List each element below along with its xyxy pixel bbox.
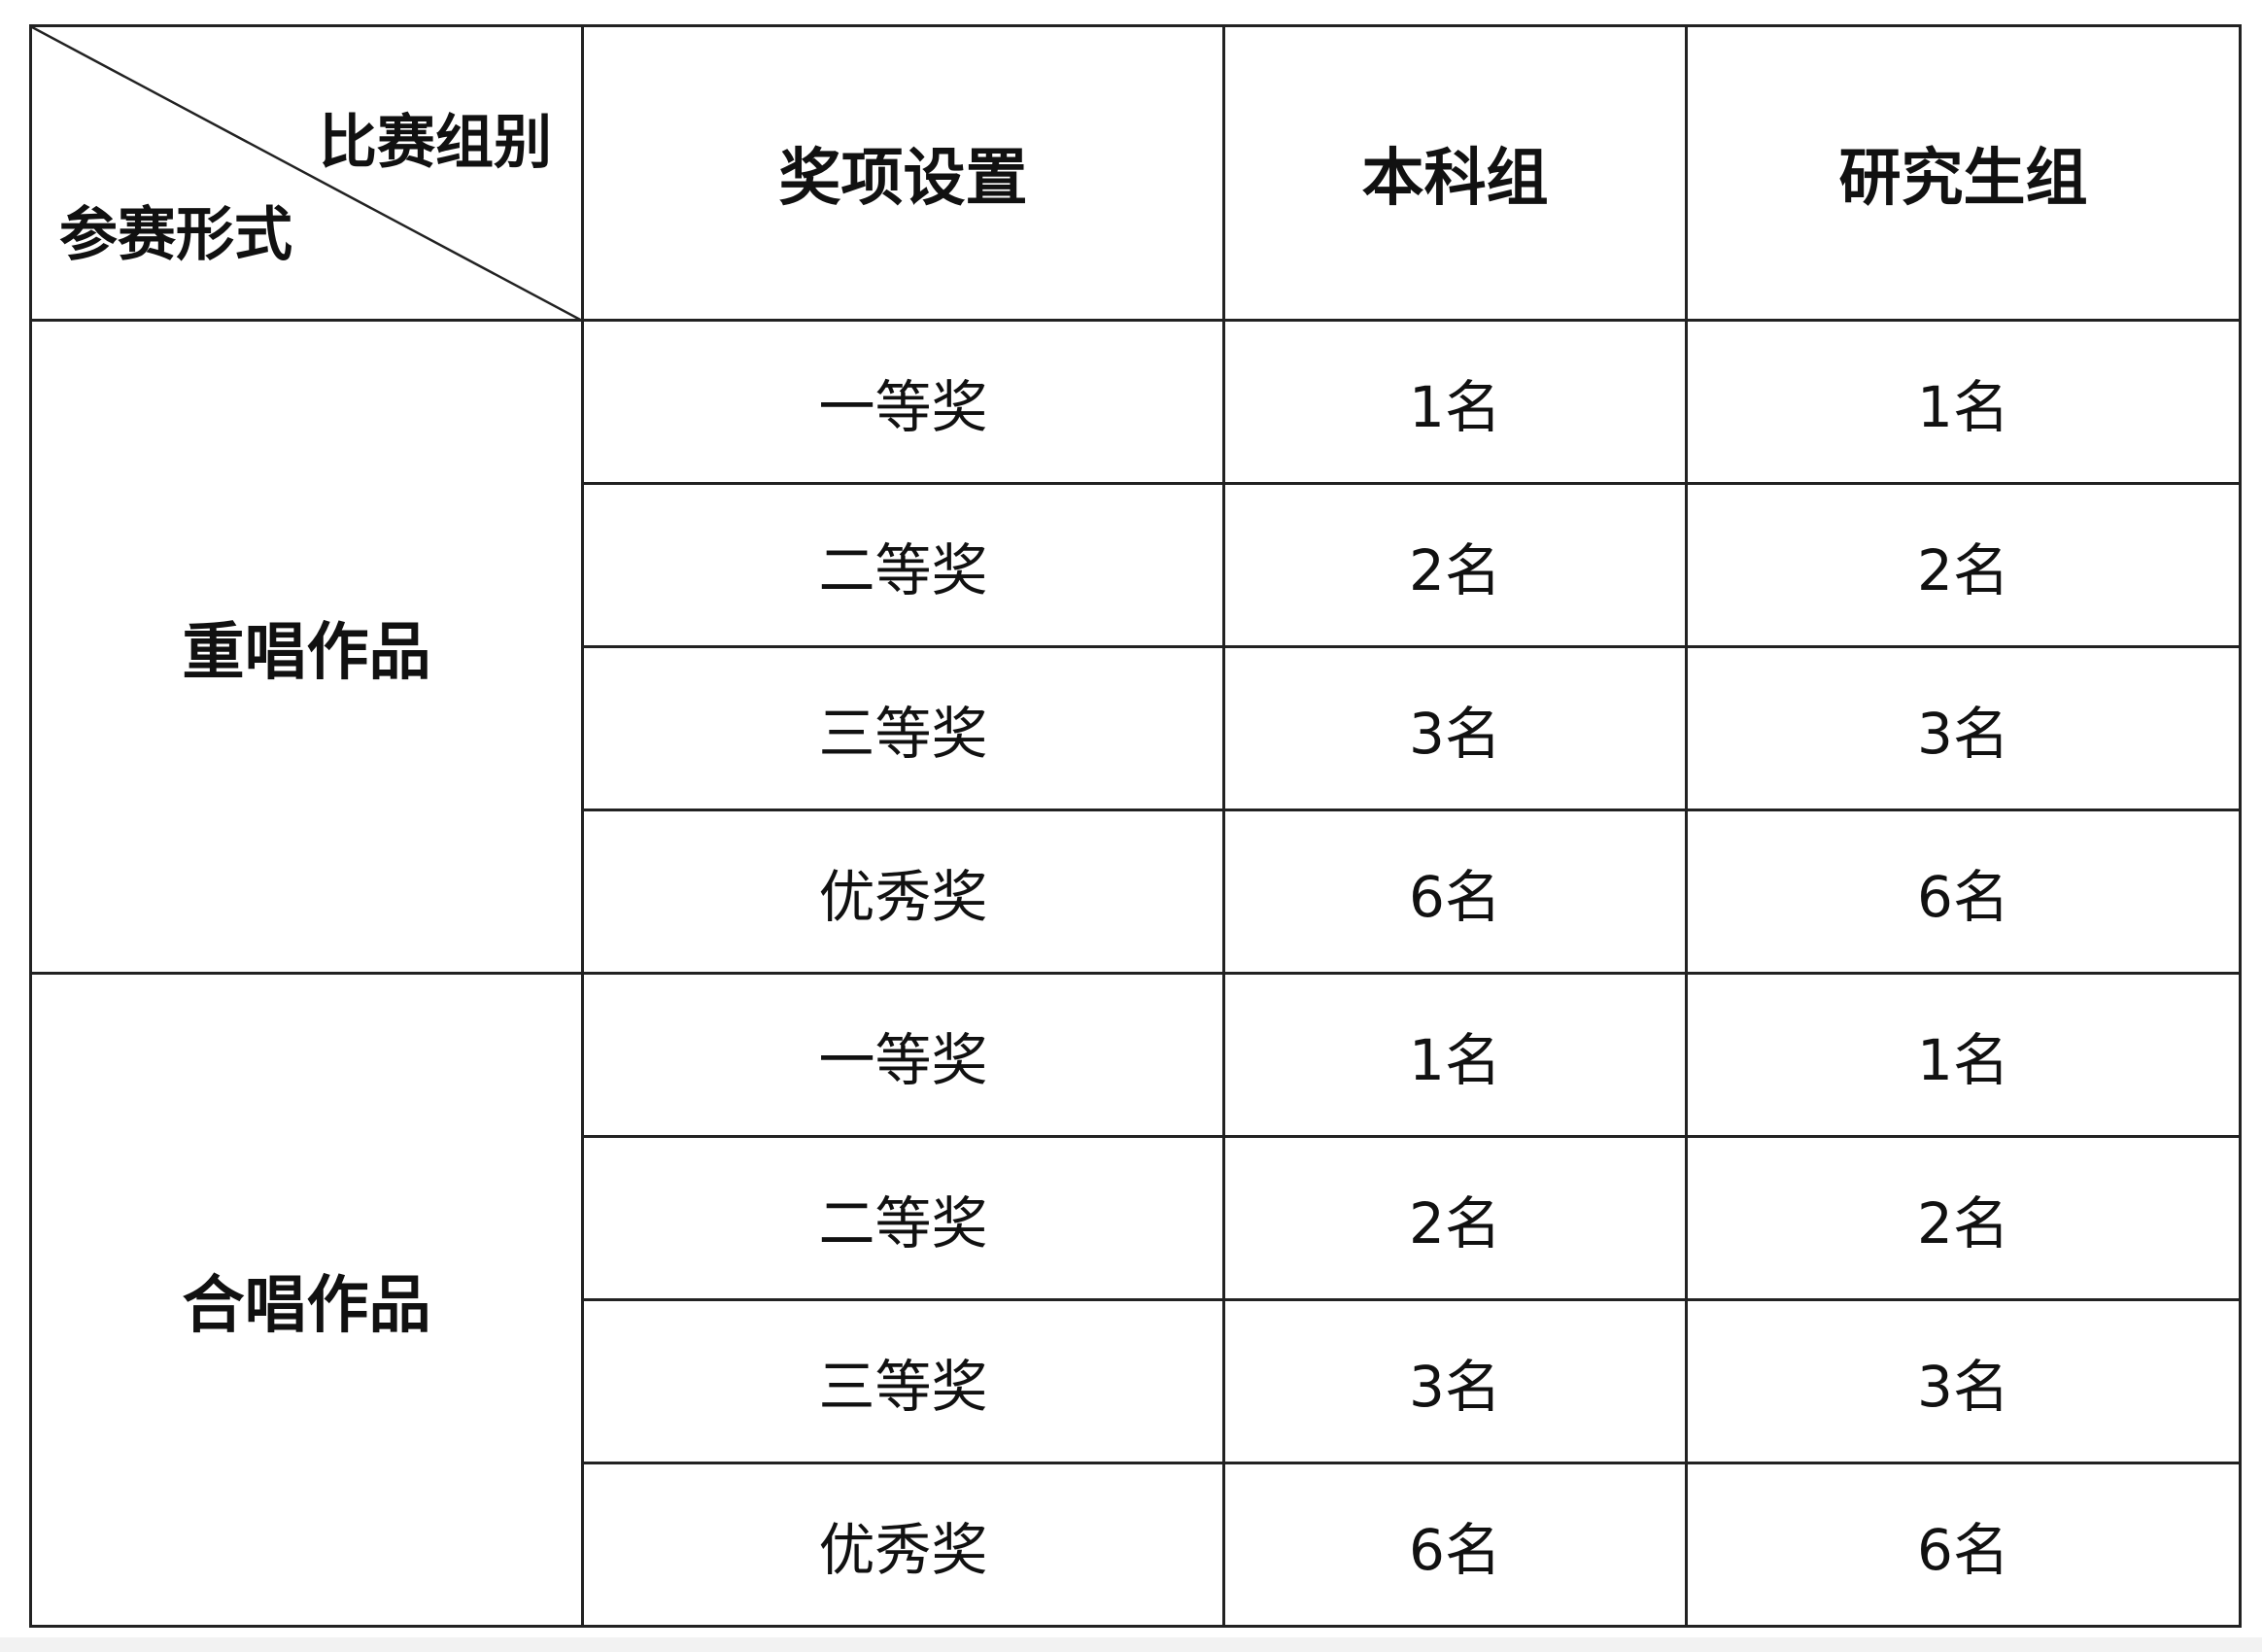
graduate-cell: 3名 [1685, 1298, 2242, 1464]
table-row: 三等奖 3名 3名 [31, 645, 2242, 811]
undergrad-cell: 3名 [1222, 645, 1688, 811]
undergrad-cell: 3名 [1222, 1298, 1688, 1464]
award-cell: 三等奖 [581, 645, 1225, 811]
table-row: 三等奖 3名 3名 [31, 1298, 2242, 1464]
undergrad-cell: 6名 [1222, 809, 1688, 975]
page-bottom-margin [0, 1637, 2262, 1652]
award-cell: 二等奖 [581, 1135, 1225, 1301]
graduate-cell: 6名 [1685, 1462, 2242, 1628]
corner-label-group: 比赛组别 [319, 109, 552, 177]
award-cell: 一等奖 [581, 972, 1225, 1138]
graduate-cell: 2名 [1685, 482, 2242, 648]
undergrad-cell: 2名 [1222, 482, 1688, 648]
header-graduate: 研究生组 [1685, 24, 2242, 322]
award-cell: 优秀奖 [581, 809, 1225, 975]
table-row: 二等奖 2名 2名 [31, 482, 2242, 648]
award-table: 比赛组别 参赛形式 奖项设置 本科组 研究生组 重唱作品 一等奖 1名 1名 二… [29, 24, 2242, 1628]
table-row: 合唱作品 一等奖 1名 1名 [29, 972, 2242, 1628]
undergrad-cell: 1名 [1222, 972, 1688, 1138]
undergrad-cell: 6名 [1222, 1462, 1688, 1628]
undergrad-cell: 1名 [1222, 319, 1688, 485]
award-cell: 三等奖 [581, 1298, 1225, 1464]
graduate-cell: 6名 [1685, 809, 2242, 975]
graduate-cell: 1名 [1685, 319, 2242, 485]
header-undergrad: 本科组 [1222, 24, 1688, 322]
award-cell: 二等奖 [581, 482, 1225, 648]
graduate-cell: 2名 [1685, 1135, 2242, 1301]
table-row: 重唱作品 一等奖 1名 1名 [29, 319, 2242, 975]
form-cell: 重唱作品 [29, 319, 584, 975]
header-row: 比赛组别 参赛形式 奖项设置 本科组 研究生组 [29, 24, 2242, 322]
table-row: 优秀奖 6名 6名 [31, 809, 2242, 975]
diagonal-divider [32, 27, 584, 322]
table-row: 二等奖 2名 2名 [31, 1135, 2242, 1301]
graduate-cell: 3名 [1685, 645, 2242, 811]
corner-header-cell: 比赛组别 参赛形式 [29, 24, 584, 322]
undergrad-cell: 2名 [1222, 1135, 1688, 1301]
form-cell: 合唱作品 [29, 972, 584, 1628]
table-row: 优秀奖 6名 6名 [31, 1462, 2242, 1628]
corner-label-form: 参赛形式 [59, 201, 292, 269]
header-award: 奖项设置 [581, 24, 1225, 322]
award-cell: 一等奖 [581, 319, 1225, 485]
award-cell: 优秀奖 [581, 1462, 1225, 1628]
graduate-cell: 1名 [1685, 972, 2242, 1138]
